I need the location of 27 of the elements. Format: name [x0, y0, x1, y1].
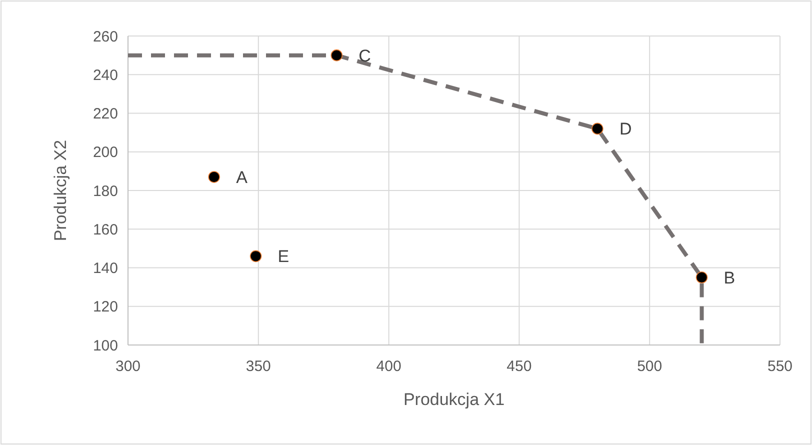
- annotation: E: [278, 247, 290, 266]
- y-tick-label: 120: [92, 298, 118, 316]
- y-tick-label: 140: [92, 260, 118, 277]
- x-tick-label: 550: [767, 358, 793, 375]
- point: [250, 250, 262, 262]
- y-tick-label: 220: [92, 106, 118, 122]
- x-tick-label: 300: [115, 358, 141, 375]
- point: [696, 272, 708, 284]
- y-tick-label: 180: [92, 182, 118, 200]
- y-tick-label: 200: [92, 144, 118, 162]
- annotation: C: [358, 46, 371, 66]
- point: [208, 171, 220, 183]
- x-axis-title: Produkcja X1: [403, 390, 505, 409]
- x-tick-label: 450: [506, 358, 532, 375]
- y-tick-label: 260: [92, 28, 118, 46]
- y-tick-label: 160: [92, 221, 118, 238]
- annotation: B: [724, 268, 736, 288]
- annotation: D: [619, 120, 632, 139]
- y-axis-title: Produkcja X2: [51, 140, 70, 242]
- point: [592, 122, 604, 135]
- x-tick-label: 350: [246, 358, 271, 375]
- annotation: A: [236, 168, 248, 187]
- x-tick-label: 400: [376, 358, 402, 375]
- y-tick-label: 100: [92, 337, 118, 354]
- y-tick-label: 240: [92, 66, 118, 84]
- x-tick-label: 500: [637, 358, 662, 375]
- point: [330, 49, 343, 62]
